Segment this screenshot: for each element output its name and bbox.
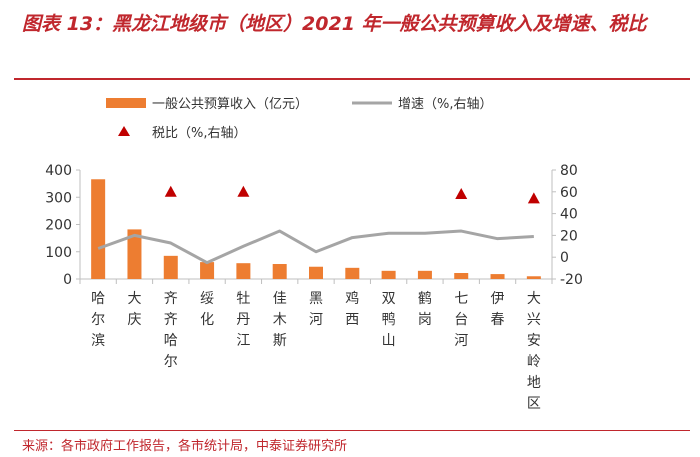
- bar: [127, 229, 142, 279]
- tax-ratio-marker: [237, 185, 250, 197]
- tax-ratio-marker: [455, 187, 468, 199]
- tax-ratio-markers: [164, 185, 540, 204]
- source-note: 来源：各市政府工作报告，各市统计局，中泰证券研究所: [22, 439, 348, 454]
- left-tick-label: 0: [63, 272, 72, 288]
- left-tick-label: 200: [45, 218, 72, 234]
- x-tick-label: 黑河: [309, 291, 323, 328]
- bar: [200, 262, 215, 279]
- right-tick-label: -20: [560, 272, 583, 288]
- bar: [417, 270, 432, 279]
- left-tick-label: 300: [45, 190, 72, 206]
- legend: 一般公共预算收入（亿元） 增速（%,右轴） 税比（%,右轴）: [106, 96, 493, 141]
- bar: [91, 179, 106, 279]
- x-tick-label: 佳木斯: [273, 291, 287, 349]
- right-tick-label: 40: [560, 207, 578, 223]
- right-tick-label: 20: [560, 228, 578, 244]
- right-tick-label: 60: [560, 185, 578, 201]
- x-tick-label: 伊春: [491, 291, 505, 328]
- bar: [163, 255, 178, 279]
- tax-ratio-marker: [164, 185, 177, 197]
- legend-line-label: 增速（%,右轴）: [398, 97, 493, 112]
- x-tick-label: 哈尔滨: [91, 291, 105, 349]
- axes: 0 100 200 300 400 -20 0 20 40 60 80: [45, 163, 583, 288]
- x-tick-label: 鹤岗: [418, 291, 432, 328]
- x-tick-label: 牡丹江: [236, 291, 250, 349]
- x-tick-label: 大庆: [127, 291, 141, 328]
- x-tick-label: 齐齐哈尔: [164, 291, 178, 370]
- legend-bar-label: 一般公共预算收入（亿元）: [152, 96, 308, 112]
- title-divider: [14, 78, 690, 80]
- bars: [91, 179, 541, 279]
- bar: [236, 263, 251, 279]
- left-tick-label: 400: [45, 163, 72, 179]
- source-divider: [14, 430, 690, 431]
- bar: [454, 273, 469, 279]
- bar: [381, 270, 396, 279]
- right-tick-label: 80: [560, 163, 578, 179]
- legend-marker-label: 税比（%,右轴）: [152, 126, 247, 141]
- bar: [526, 276, 541, 279]
- x-tick-label: 七台河: [454, 291, 468, 349]
- x-tick-label: 鸡西: [345, 290, 359, 328]
- right-tick-label: 0: [560, 250, 569, 266]
- bar: [309, 266, 323, 279]
- x-tick-label: 大兴安岭地区: [527, 291, 541, 412]
- x-tick-label: 双鸭山: [382, 291, 396, 349]
- growth-polyline: [97, 229, 534, 265]
- chart-title: 图表 13：黑龙江地级市（地区）2021 年一般公共预算收入及增速、税比: [22, 13, 647, 35]
- bar: [272, 264, 287, 279]
- bar: [345, 267, 360, 279]
- tax-ratio-marker: [527, 192, 540, 204]
- legend-marker-swatch: [118, 126, 130, 136]
- x-tick-label: 绥化: [200, 291, 214, 328]
- bar: [490, 274, 505, 279]
- legend-bar-swatch: [106, 98, 146, 108]
- growth-line: [97, 229, 534, 265]
- left-tick-label: 100: [45, 245, 72, 261]
